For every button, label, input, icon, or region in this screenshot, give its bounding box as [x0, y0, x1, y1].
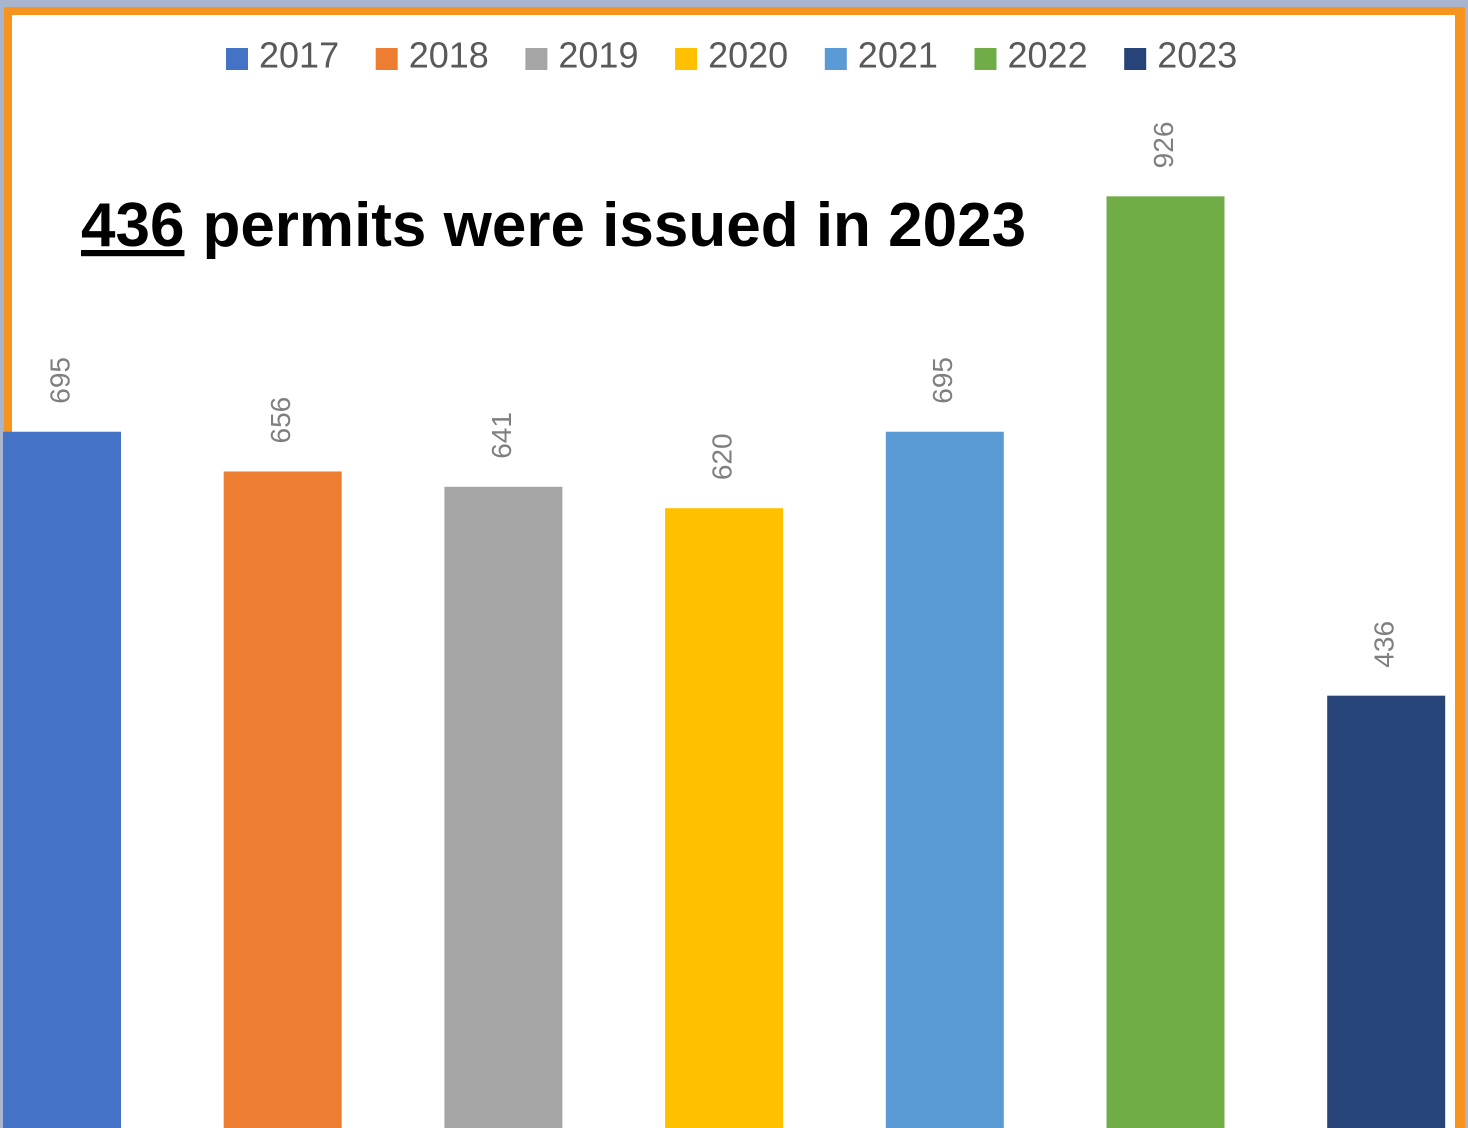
legend-swatch — [375, 48, 398, 70]
bar — [3, 431, 121, 1128]
value-label: 656 — [265, 397, 296, 444]
legend-swatch — [226, 48, 248, 70]
value-label: 695 — [927, 357, 958, 404]
value-label: 695 — [44, 357, 75, 404]
legend-swatch — [675, 48, 698, 70]
legend-label: 2018 — [409, 35, 489, 76]
bars: 695 656 641 620 695 926 436 — [3, 122, 1446, 1128]
bar — [885, 431, 1004, 1128]
legend-label: 2019 — [558, 35, 638, 76]
legend-label: 2022 — [1008, 35, 1088, 76]
value-label: 620 — [706, 433, 737, 480]
value-label: 641 — [486, 412, 517, 459]
annotation-highlight: 436 — [81, 191, 184, 260]
legend-swatch — [824, 48, 847, 70]
legend-label: 2017 — [259, 35, 339, 76]
value-label: 436 — [1369, 621, 1400, 668]
legend-swatch — [974, 48, 997, 70]
annotation-text: permits were issued in 2023 — [202, 191, 1026, 260]
bar — [223, 471, 342, 1128]
value-label: 926 — [1148, 122, 1179, 169]
annotation: 436 permits were issued in 2023 — [81, 191, 1026, 260]
bar — [444, 486, 563, 1128]
legend-swatch — [1124, 48, 1147, 70]
bar — [1106, 196, 1225, 1128]
legend-label: 2021 — [858, 35, 938, 76]
bar — [665, 508, 784, 1128]
bar — [1327, 695, 1446, 1128]
legend-label: 2023 — [1157, 35, 1237, 76]
legend-label: 2020 — [708, 35, 788, 76]
legend-swatch — [525, 48, 548, 70]
